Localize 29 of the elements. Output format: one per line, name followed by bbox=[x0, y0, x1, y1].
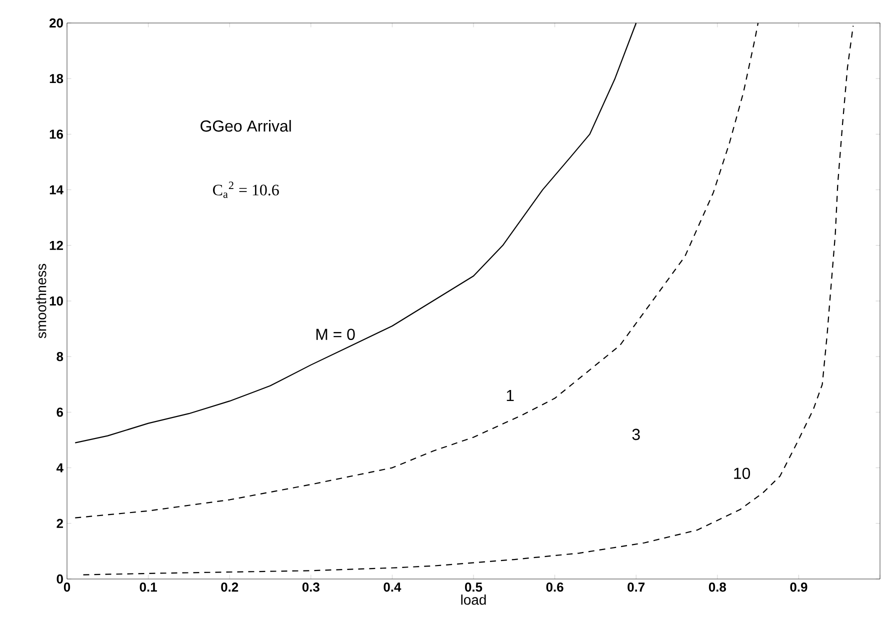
y-tick-label: 16 bbox=[50, 130, 64, 139]
x-tick-label: 0.1 bbox=[140, 582, 157, 592]
annotation: 1 bbox=[506, 390, 514, 401]
x-tick-label: 0.9 bbox=[790, 582, 808, 592]
annotation: GGeo Arrival bbox=[200, 120, 291, 132]
y-tick-label: 0 bbox=[56, 574, 63, 584]
y-tick-label: 4 bbox=[56, 463, 64, 472]
x-tick-label: 0 bbox=[64, 582, 70, 592]
x-tick-label: 0.6 bbox=[546, 582, 564, 592]
y-tick-label: 2 bbox=[56, 518, 63, 528]
annotation: 3 bbox=[632, 428, 640, 440]
y-tick-label: 8 bbox=[56, 352, 64, 362]
annotation: 10 bbox=[734, 468, 750, 479]
x-tick-label: 0.8 bbox=[708, 582, 726, 592]
y-axis-title: smoothness bbox=[36, 264, 46, 338]
x-tick-label: 0.3 bbox=[302, 582, 320, 592]
x-tick-label: 0.7 bbox=[628, 582, 645, 592]
annotation: M = 0 bbox=[316, 328, 355, 340]
annotation: C$_{a}$$^{2}$ = 10.6 bbox=[213, 182, 279, 198]
x-tick-label: 0.2 bbox=[221, 582, 238, 592]
y-tick-label: 10 bbox=[50, 296, 63, 306]
y-tick-label: 18 bbox=[50, 74, 64, 84]
y-tick-label: 20 bbox=[50, 18, 63, 28]
x-tick-label: 0.5 bbox=[465, 582, 482, 592]
y-tick-label: 12 bbox=[50, 240, 63, 250]
y-tick-label: 6 bbox=[56, 408, 64, 417]
x-axis-title: load bbox=[461, 594, 486, 605]
x-tick-label: 0.4 bbox=[384, 582, 402, 592]
y-tick-label: 14 bbox=[50, 185, 64, 194]
